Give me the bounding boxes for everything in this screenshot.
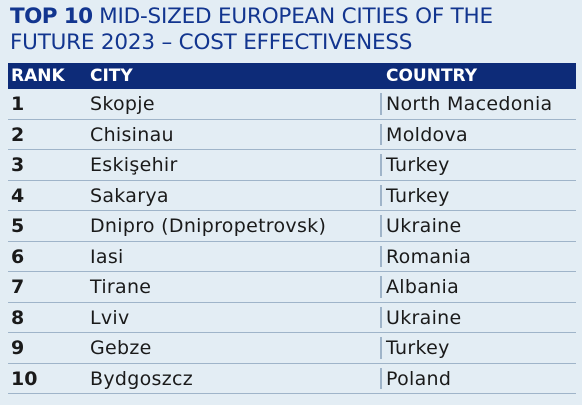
rank-cell: 4 (11, 184, 25, 207)
table-row: 1 Skopje North Macedonia (8, 89, 576, 120)
column-divider (380, 123, 382, 145)
city-cell: Chisinau (90, 123, 174, 146)
city-cell: Sakarya (90, 184, 169, 207)
table-row: 9 Gebze Turkey (8, 333, 576, 364)
column-divider (380, 306, 382, 328)
rank-cell: 10 (11, 367, 38, 390)
header-city: CITY (90, 66, 133, 86)
country-cell: Turkey (386, 184, 450, 207)
city-cell: Bydgoszcz (90, 367, 194, 390)
title-line-2: FUTURE 2023 – COST EFFECTIVENESS (10, 30, 413, 55)
city-cell: Dnipro (Dnipropetrovsk) (90, 215, 327, 237)
rank-cell: 3 (11, 154, 25, 176)
table-row: 10 Bydgoszcz Poland (8, 364, 576, 394)
country-cell: Ukraine (386, 306, 462, 329)
city-cell: Tirane (90, 276, 152, 298)
city-cell: Skopje (90, 93, 155, 115)
table-row: 4 Sakarya Turkey (8, 181, 576, 211)
table-row: 8 Lviv Ukraine (8, 303, 576, 333)
column-divider (380, 367, 382, 389)
rank-cell: 7 (11, 276, 25, 298)
city-cell: Gebze (90, 337, 152, 359)
rank-cell: 5 (11, 215, 25, 237)
table-row: 7 Tirane Albania (8, 272, 576, 303)
table-header: RANK CITY COUNTRY (8, 63, 576, 89)
country-cell: Poland (386, 367, 452, 390)
header-rank: RANK (11, 66, 65, 86)
table-body: 1 Skopje North Macedonia 2 Chisinau Moldova 3 E… (8, 89, 576, 394)
ranking-table: RANK CITY COUNTRY 1 Skopje North Macedonia… (8, 63, 576, 394)
column-divider (380, 93, 382, 115)
rank-cell: 6 (11, 245, 25, 268)
table-row: 2 Chisinau Moldova (8, 120, 576, 150)
rank-cell: 2 (11, 123, 25, 146)
city-cell: Iasi (90, 245, 124, 268)
column-divider (380, 184, 382, 206)
column-divider (380, 337, 382, 359)
column-divider (380, 245, 382, 267)
column-divider (380, 215, 382, 237)
country-cell: Turkey (386, 154, 450, 176)
rank-cell: 1 (11, 93, 25, 115)
page-title: TOP 10 MID-SIZED EUROPEAN CITIES OF THE … (10, 4, 580, 56)
title-line-1-text: MID-SIZED EUROPEAN CITIES OF THE (92, 4, 493, 29)
table-row: 5 Dnipro (Dnipropetrovsk) Ukraine (8, 211, 576, 242)
column-divider (380, 276, 382, 298)
table-row: 3 Eskişehir Turkey (8, 150, 576, 181)
title-line-1: TOP 10 MID-SIZED EUROPEAN CITIES OF THE (10, 4, 580, 30)
country-cell: Ukraine (386, 215, 462, 237)
column-divider (380, 154, 382, 176)
city-cell: Eskişehir (90, 154, 178, 176)
title-emphasis: TOP 10 (10, 4, 93, 29)
country-cell: North Macedonia (386, 93, 553, 115)
city-cell: Lviv (90, 306, 130, 329)
country-cell: Romania (386, 245, 472, 268)
country-cell: Moldova (386, 123, 468, 146)
country-cell: Turkey (386, 337, 450, 359)
table-row: 6 Iasi Romania (8, 242, 576, 272)
rank-cell: 8 (11, 306, 25, 329)
header-country: COUNTRY (386, 66, 478, 86)
rank-cell: 9 (11, 337, 25, 359)
country-cell: Albania (386, 276, 460, 298)
